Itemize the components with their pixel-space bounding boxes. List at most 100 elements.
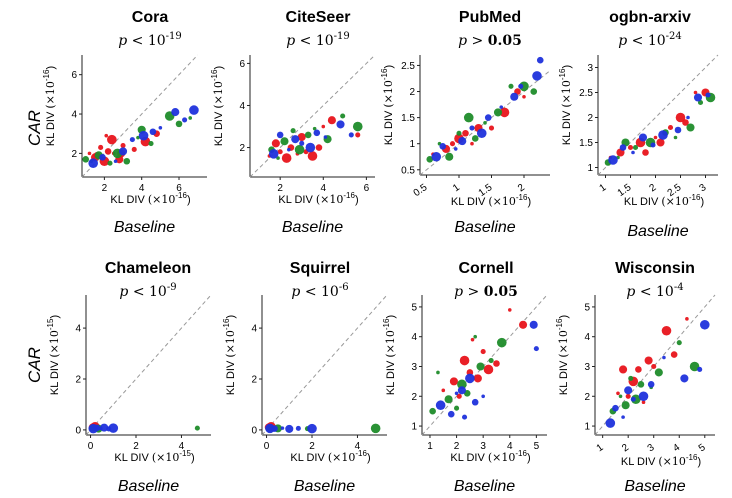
data-point-red [297, 132, 306, 142]
baseline-label: Baseline [282, 219, 343, 236]
data-point-green [290, 128, 296, 134]
x-tick-label: 0 [88, 441, 94, 452]
x-tick-label: 5 [697, 442, 708, 454]
x-tick-label: 0.5 [412, 182, 430, 199]
data-point-blue [113, 159, 118, 164]
baseline-label: Baseline [624, 478, 685, 495]
data-point-red [104, 148, 112, 155]
data-point-blue [88, 158, 98, 169]
y-tick-label: 4 [584, 332, 590, 343]
y-tick-label: 2.5 [401, 61, 415, 72]
data-point-blue [693, 93, 703, 102]
data-point-green [194, 425, 200, 431]
x-tick-label: 2 [133, 441, 139, 452]
data-point-red [667, 124, 674, 131]
x-tick-label: 1 [427, 441, 433, 452]
data-point-blue [453, 147, 458, 151]
baseline-label: Baseline [454, 478, 515, 495]
x-tick-label: 1 [598, 182, 609, 194]
data-point-green [294, 144, 305, 155]
data-point-green [340, 113, 346, 119]
x-tick-label: 3 [646, 442, 657, 454]
y-axis-label: KL DIV (×10-16) [558, 65, 573, 145]
diagonal-reference-line [85, 294, 212, 436]
data-point-green [429, 407, 436, 415]
data-point-blue [536, 56, 544, 64]
data-point-blue [650, 142, 656, 148]
y-tick-label: 2 [409, 87, 415, 98]
baseline-label: Baseline [294, 478, 355, 495]
x-tick-label: 1 [451, 182, 462, 194]
data-point-green [689, 361, 700, 372]
x-tick-label: 4 [355, 441, 361, 452]
data-point-blue [447, 410, 455, 418]
baseline-label: Baseline [114, 219, 175, 236]
data-point-blue [658, 130, 668, 140]
y-tick-label: 6 [239, 59, 245, 70]
row-label-top: CAR [25, 110, 44, 146]
data-point-green [463, 112, 474, 123]
x-axis-label: KL DIV (×10-15) [114, 449, 194, 464]
panel-title: CiteSeer [286, 9, 351, 26]
y-tick-label: 3 [584, 362, 590, 373]
x-tick-label: 0 [264, 441, 270, 452]
data-point-blue [647, 381, 655, 388]
data-point-blue [431, 151, 442, 162]
data-point-red [488, 125, 495, 131]
data-point-red [321, 124, 326, 129]
data-point-green [673, 135, 678, 140]
data-point-blue [99, 154, 106, 161]
data-point-blue [336, 120, 345, 129]
panel-cornell: Cornell p > 0.05 1 2 3 4 5 1 2 3 4 5 KL DIV (×10-16)… [382, 260, 548, 495]
data-point-blue [93, 424, 101, 432]
data-point-green [686, 123, 695, 132]
y-tick-label: 1 [409, 139, 415, 150]
data-point-blue [149, 128, 157, 136]
y-tick-label: 6 [71, 70, 77, 81]
data-point-red [281, 153, 292, 163]
panel-title: Chameleon [105, 260, 191, 277]
data-point-red [651, 363, 657, 370]
y-tick-label: 0.5 [401, 165, 415, 176]
data-point-blue [108, 423, 119, 433]
data-point-blue [305, 142, 316, 153]
y-tick-label: 1 [587, 163, 593, 174]
data-point-green [476, 362, 485, 371]
data-point-blue [605, 418, 616, 428]
data-point-blue [686, 115, 690, 120]
data-point-red [473, 374, 482, 383]
data-point-red [483, 364, 494, 375]
data-point-green [352, 121, 363, 132]
data-point-blue [662, 355, 666, 360]
y-tick-label: 1 [411, 422, 417, 433]
data-point-blue [608, 155, 618, 165]
data-point-green [483, 121, 487, 125]
x-tick-label: 2 [102, 183, 108, 194]
data-point-green [370, 423, 381, 434]
data-point-green [188, 116, 193, 120]
x-tick-label: 4 [139, 183, 145, 194]
y-tick-label: 2 [584, 392, 590, 403]
data-point-blue [697, 366, 703, 373]
y-axis-label: KL DIV (×10-16) [382, 315, 397, 395]
data-point-blue [457, 386, 466, 395]
data-point-blue [510, 92, 519, 101]
data-point-blue [129, 137, 135, 143]
data-point-blue [638, 391, 649, 402]
data-point-green [493, 108, 503, 117]
p-value-label: p < 10-4 [626, 282, 683, 300]
data-point-red [670, 351, 678, 358]
y-tick-label: 5 [411, 302, 417, 313]
y-tick-label: 2 [239, 143, 245, 154]
data-point-blue [638, 133, 648, 142]
data-point-green [175, 120, 183, 128]
y-tick-label: 2 [587, 113, 593, 124]
data-point-red [470, 141, 474, 146]
y-tick-label: 3 [411, 362, 417, 373]
y-axis-label: KL DIV (×10-15) [46, 315, 61, 395]
